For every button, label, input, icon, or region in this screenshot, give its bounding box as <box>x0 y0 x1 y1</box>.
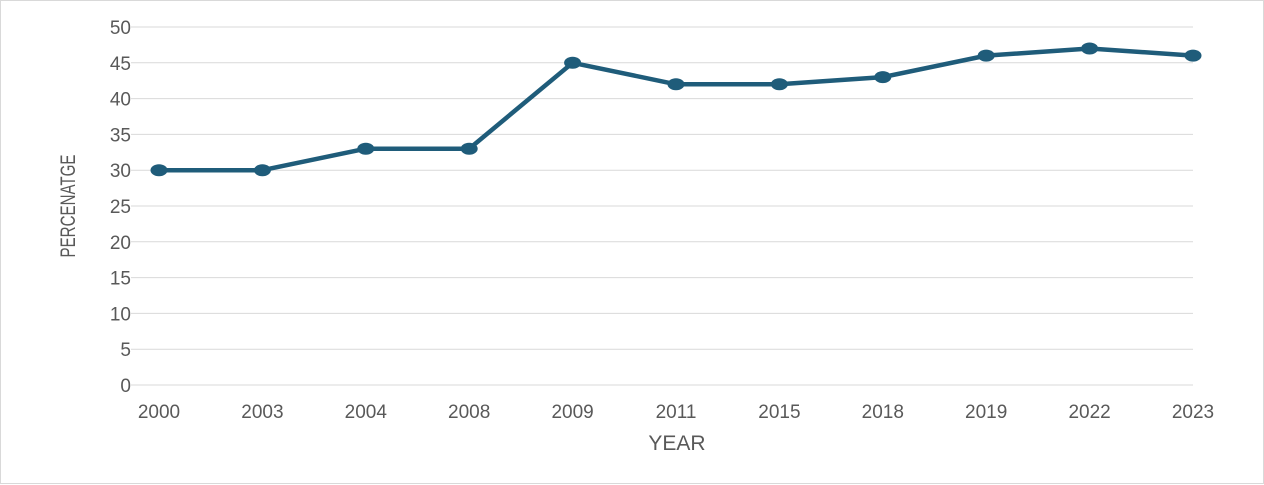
x-tick-label: 2018 <box>862 402 904 423</box>
x-tick-label: 2003 <box>241 402 283 423</box>
data-point <box>253 164 271 177</box>
data-point <box>150 164 168 177</box>
y-axis-title: PERCENATGE <box>55 155 79 258</box>
data-point <box>460 142 478 155</box>
y-tick-label: 50 <box>110 18 131 39</box>
data-point <box>1184 49 1202 62</box>
x-axis-title: YEAR <box>648 432 705 455</box>
data-point <box>564 56 582 69</box>
y-tick-labels: 0 5 10 15 20 25 30 35 40 45 50 <box>110 18 131 397</box>
y-tick-label: 45 <box>110 54 131 75</box>
series-layer <box>150 42 1202 177</box>
x-tick-label: 2011 <box>656 402 697 423</box>
x-tick-label: 2008 <box>448 402 490 423</box>
y-tick-label: 25 <box>110 197 131 218</box>
y-tick-label: 0 <box>120 376 131 397</box>
x-tick-label: 2015 <box>758 402 800 423</box>
data-point <box>874 71 892 84</box>
data-point <box>770 78 788 91</box>
data-point <box>357 142 375 155</box>
data-point <box>977 49 995 62</box>
x-tick-label: 2023 <box>1172 402 1214 423</box>
y-tick-label: 40 <box>110 90 131 111</box>
x-tick-label: 2000 <box>138 402 180 423</box>
gridlines <box>131 26 1193 386</box>
x-tick-label: 2009 <box>551 402 593 423</box>
x-tick-label: 2022 <box>1068 402 1110 423</box>
y-tick-label: 10 <box>110 304 131 325</box>
data-point <box>1081 42 1099 55</box>
y-tick-label: 20 <box>110 233 131 254</box>
data-point <box>667 78 685 91</box>
y-tick-label: 5 <box>120 340 131 361</box>
x-tick-labels: 2000 2003 2004 2008 2009 2011 2015 2018 2019 2022… <box>138 402 1214 423</box>
y-tick-label: 15 <box>110 269 131 290</box>
x-tick-label: 2004 <box>345 402 388 423</box>
y-tick-label: 30 <box>110 161 131 182</box>
y-tick-label: 35 <box>110 125 131 146</box>
series-line <box>156 46 1196 173</box>
x-tick-label: 2019 <box>965 402 1007 423</box>
